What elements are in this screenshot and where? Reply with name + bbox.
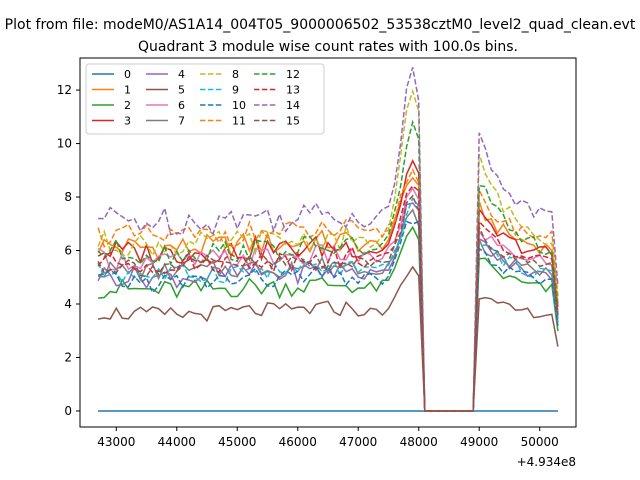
y-tick-label: 2 — [64, 350, 72, 364]
series-line-3 — [97, 159, 559, 412]
series-line-14 — [98, 67, 559, 412]
x-tick-label: 48000 — [400, 435, 438, 449]
x-tick-label: 49000 — [460, 435, 498, 449]
x-tick-label: 44000 — [158, 435, 196, 449]
legend-label-2: 2 — [124, 99, 131, 112]
x-offset-label: +4.934e8 — [517, 455, 576, 469]
series-line-12 — [97, 119, 559, 412]
x-tick-label: 47000 — [339, 435, 377, 449]
legend-label-15: 15 — [286, 115, 300, 128]
series-line-15 — [97, 194, 559, 412]
figure-title: Plot from file: modeM0/AS1A14_004T05_900… — [5, 17, 636, 33]
y-tick-label: 12 — [57, 83, 72, 97]
y-tick-label: 10 — [57, 137, 72, 151]
legend-label-8: 8 — [232, 68, 239, 81]
legend-label-1: 1 — [124, 84, 131, 97]
legend-label-13: 13 — [286, 84, 300, 97]
plot-frame — [79, 57, 577, 428]
series-line-7 — [98, 208, 559, 412]
y-tick-label: 8 — [64, 190, 72, 204]
legend-label-7: 7 — [178, 115, 185, 128]
legend-label-10: 10 — [232, 99, 246, 112]
series-line-1 — [97, 176, 559, 412]
x-tick-label: 43000 — [97, 435, 135, 449]
x-tick-label: 45000 — [218, 435, 256, 449]
series-line-2 — [98, 225, 559, 412]
legend-label-14: 14 — [286, 99, 300, 112]
legend-label-11: 11 — [232, 115, 246, 128]
series-line-8 — [97, 88, 559, 412]
series-line-13 — [97, 184, 559, 412]
legend-label-0: 0 — [124, 68, 131, 81]
series-layer — [97, 67, 559, 412]
series-line-10 — [98, 220, 559, 412]
legend-box — [85, 63, 325, 135]
y-axis: 0 2 4 6 8 10 12 — [57, 83, 80, 418]
legend-label-9: 9 — [232, 84, 239, 97]
series-line-4 — [97, 202, 559, 412]
y-tick-label: 0 — [64, 404, 72, 418]
legend-label-6: 6 — [178, 99, 185, 112]
legend-label-3: 3 — [124, 115, 131, 128]
legend-label-4: 4 — [178, 68, 185, 81]
x-tick-label: 50000 — [521, 435, 559, 449]
y-tick-label: 6 — [64, 244, 72, 258]
chart-title: Quadrant 3 module wise count rates with … — [138, 39, 518, 55]
series-line-5 — [97, 265, 559, 412]
legend-label-12: 12 — [286, 68, 300, 81]
y-tick-label: 4 — [64, 297, 72, 311]
legend-label-5: 5 — [178, 84, 185, 97]
x-tick-label: 46000 — [279, 435, 317, 449]
x-axis: 43000 44000 45000 46000 47000 48000 49000 50000 — [97, 427, 559, 449]
series-line-11 — [97, 168, 559, 412]
